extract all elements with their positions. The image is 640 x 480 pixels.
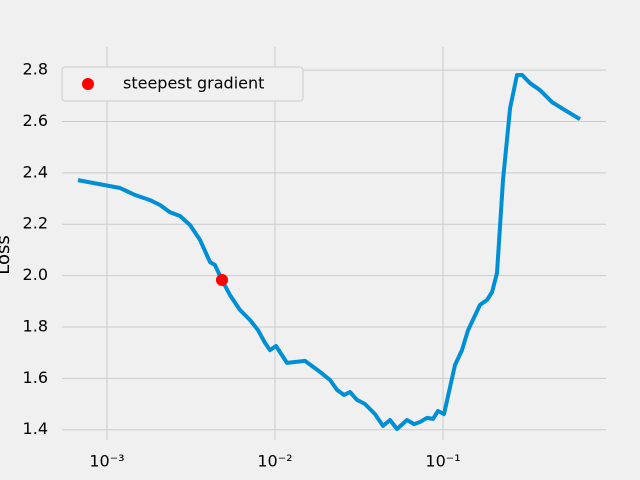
y-tick-label: 1.6	[23, 368, 48, 387]
legend-label: steepest gradient	[123, 74, 264, 93]
x-tick-label: 10⁻³	[89, 452, 124, 471]
x-tick-label: 10⁻¹	[425, 452, 460, 471]
marker-point	[215, 273, 228, 286]
loss-line	[77, 73, 582, 431]
y-tick-label: 2.4	[23, 162, 48, 181]
y-tick-label: 2.6	[23, 111, 48, 130]
legend-marker	[82, 78, 94, 90]
y-tick-label: 2.8	[23, 60, 48, 79]
y-axis-label: Loss	[0, 235, 14, 274]
legend-box	[61, 66, 304, 102]
y-tick-label: 2.0	[23, 265, 48, 284]
y-tick-label: 1.8	[23, 316, 48, 335]
y-tick-label: 2.2	[23, 214, 48, 233]
x-tick-label: 10⁻²	[257, 452, 292, 471]
y-tick-label: 1.4	[23, 419, 48, 438]
